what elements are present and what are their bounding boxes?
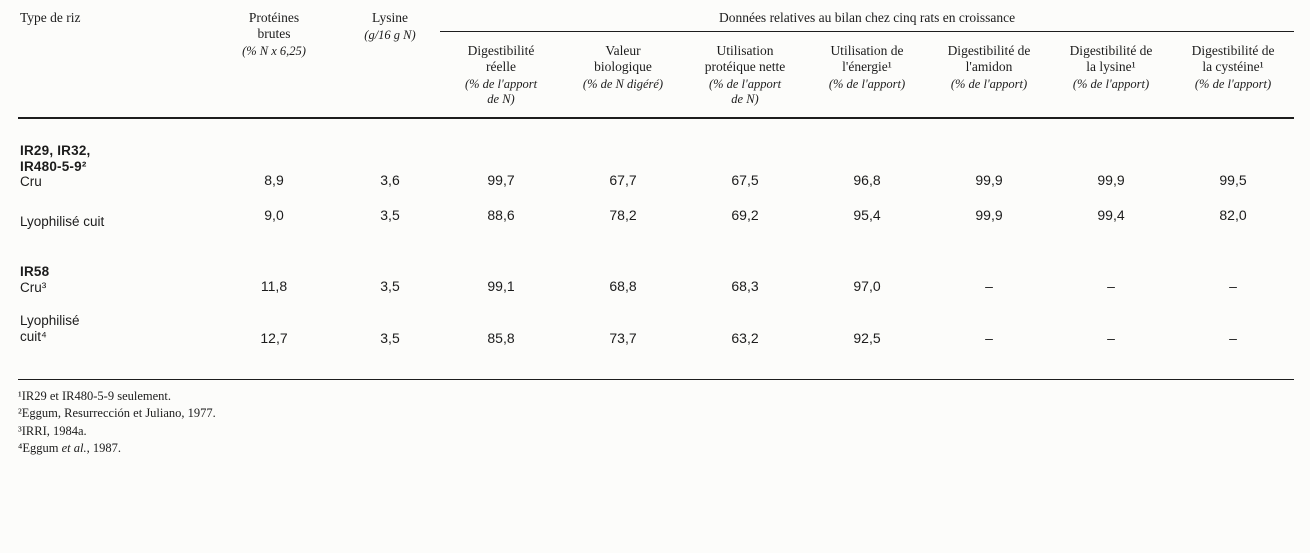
row-header-cell: IR29, IR32, IR480-5-9² Cru bbox=[18, 118, 208, 190]
header-row-top: Type de riz Protéines brutes (% N x 6,25… bbox=[18, 8, 1295, 58]
table-row-ir58-cru: IR58 Cru³ 11,8 3,5 99,1 68,8 68,3 97,0 –… bbox=[18, 230, 1294, 296]
value-cell: 99,4 bbox=[1097, 207, 1125, 223]
table-row-ir58-lyophilise-cuit: Lyophilisé cuit⁴ 12,7 3,5 85,8 73,7 63,2… bbox=[18, 296, 1294, 353]
value-cell: 3,6 bbox=[380, 172, 400, 188]
value-cell: 82,0 bbox=[1219, 207, 1247, 223]
col-header-digestibilite-amidon: Digestibilité de l'amidon (% de l'apport… bbox=[928, 32, 1050, 119]
group-name-ir58: IR58 bbox=[20, 264, 50, 279]
value-cell: 99,1 bbox=[487, 277, 515, 294]
footnote-1: ¹IR29 et IR480-5-9 seulement. bbox=[18, 388, 172, 403]
col-header-label: Utilisation protéique nette bbox=[704, 43, 786, 74]
value-cell: – bbox=[985, 329, 993, 346]
col-header-unit-note: (% de l'apport) bbox=[950, 77, 1028, 91]
footnote-4-prefix: ⁴Eggum bbox=[18, 441, 62, 455]
col-header-unit-note: (% de l'apport de N) bbox=[464, 77, 538, 106]
col-header-unit-note: (% de l'apport) bbox=[828, 77, 906, 91]
col-header-unit-note: (% N x 6,25) bbox=[242, 44, 306, 58]
footnote-4-et-al: et al. bbox=[61, 441, 87, 455]
row-header-cell: Lyophilisé cuit bbox=[18, 190, 208, 230]
col-header-proteines-brutes: Protéines brutes (% N x 6,25) bbox=[208, 8, 340, 118]
value-cell: 99,7 bbox=[487, 172, 515, 188]
col-header-label: Lysine bbox=[372, 10, 408, 25]
value-cell: 3,5 bbox=[380, 277, 400, 294]
col-header-utilisation-energie: Utilisation de l'énergie¹ (% de l'apport… bbox=[806, 32, 928, 119]
value-cell: 69,2 bbox=[731, 207, 759, 223]
footnotes-section: ¹IR29 et IR480-5-9 seulement. ²Eggum, Re… bbox=[18, 378, 1294, 458]
value-cell: 67,7 bbox=[609, 172, 637, 188]
value-cell: 8,9 bbox=[264, 172, 284, 188]
value-cell: – bbox=[1107, 277, 1115, 294]
col-header-digestibilite-cysteine: Digestibilité de la cystéine¹ (% de l'ap… bbox=[1172, 32, 1294, 119]
col-header-label: Valeur biologique bbox=[594, 43, 652, 74]
value-cell: 11,8 bbox=[260, 277, 288, 294]
value-cell: 9,0 bbox=[264, 207, 284, 223]
value-cell: 63,2 bbox=[731, 329, 759, 346]
col-header-label: Digestibilité de la lysine¹ bbox=[1069, 43, 1153, 74]
col-header-unit-note: (% de l'apport) bbox=[1072, 77, 1150, 91]
value-cell: 99,5 bbox=[1219, 172, 1247, 188]
value-cell: – bbox=[1107, 329, 1115, 346]
col-header-digestibilite-reelle: Digestibilité réelle (% de l'apport de N… bbox=[440, 32, 562, 119]
value-cell: 3,5 bbox=[380, 329, 400, 346]
value-cell: – bbox=[1229, 329, 1237, 346]
value-cell: 3,5 bbox=[380, 207, 400, 223]
col-header-valeur-biologique: Valeur biologique (% de N digéré) bbox=[562, 32, 684, 119]
col-header-unit-note: (g/16 g N) bbox=[364, 28, 416, 42]
footnote-4: ⁴Eggum et al., 1987. bbox=[18, 440, 1294, 458]
span-header-bilan-rats: Données relatives au bilan chez cinq rat… bbox=[440, 8, 1295, 32]
row-label: Cru bbox=[20, 174, 42, 189]
col-header-digestibilite-lysine: Digestibilité de la lysine¹ (% de l'appo… bbox=[1050, 32, 1172, 119]
col-header-label: Utilisation de l'énergie¹ bbox=[830, 43, 904, 74]
value-cell: 95,4 bbox=[853, 207, 881, 223]
col-header-type-de-riz: Type de riz bbox=[20, 10, 81, 25]
col-header-label: Digestibilité réelle bbox=[467, 43, 535, 74]
row-label: Lyophilisé cuit bbox=[20, 214, 105, 229]
table-row-ir29-cru: IR29, IR32, IR480-5-9² Cru 8,9 3,6 99,7 … bbox=[18, 118, 1294, 190]
table-row-ir29-lyophilise-cuit: Lyophilisé cuit 9,0 3,5 88,6 78,2 69,2 9… bbox=[18, 190, 1294, 230]
table-header: Type de riz Protéines brutes (% N x 6,25… bbox=[18, 8, 1295, 119]
value-cell: 68,3 bbox=[731, 277, 759, 294]
value-cell: 73,7 bbox=[609, 329, 637, 346]
value-cell: – bbox=[985, 277, 993, 294]
document-page: Type de riz Protéines brutes (% N x 6,25… bbox=[18, 8, 1295, 458]
col-header-unit-note: (% de l'apport de N) bbox=[708, 77, 782, 106]
footnote-4-suffix: , 1987. bbox=[86, 441, 121, 455]
row-header-cell: IR58 Cru³ bbox=[18, 230, 208, 296]
col-header-label: Digestibilité de l'amidon bbox=[947, 43, 1031, 74]
footnote-2: ²Eggum, Resurrección et Juliano, 1977. bbox=[18, 406, 216, 420]
col-header-label: Digestibilité de la cystéine¹ bbox=[1191, 43, 1275, 74]
row-header-cell: Lyophilisé cuit⁴ bbox=[18, 296, 208, 353]
col-header-unit-note: (% de l'apport) bbox=[1194, 77, 1272, 91]
header-row-sub: Digestibilité réelle (% de l'apport de N… bbox=[18, 32, 1294, 119]
row-label: Cru³ bbox=[20, 279, 47, 295]
value-cell: 68,8 bbox=[609, 277, 637, 294]
col-header-lysine: Lysine (g/16 g N) bbox=[340, 8, 440, 118]
value-cell: 67,5 bbox=[731, 172, 759, 188]
col-header-utilisation-proteique-nette: Utilisation protéique nette (% de l'appo… bbox=[684, 32, 806, 119]
value-cell: 96,8 bbox=[853, 172, 881, 188]
rice-nutrition-table: Type de riz Protéines brutes (% N x 6,25… bbox=[18, 8, 1295, 353]
value-cell: – bbox=[1229, 277, 1237, 294]
value-cell: 99,9 bbox=[975, 172, 1003, 188]
value-cell: 12,7 bbox=[260, 329, 288, 346]
footnote-3: ³IRRI, 1984a. bbox=[18, 423, 87, 438]
value-cell: 97,0 bbox=[853, 277, 881, 294]
group-name-ir29-ir32-ir480: IR29, IR32, IR480-5-9² bbox=[20, 143, 91, 174]
value-cell: 88,6 bbox=[487, 207, 515, 223]
value-cell: 92,5 bbox=[853, 329, 881, 346]
table-body: IR29, IR32, IR480-5-9² Cru 8,9 3,6 99,7 … bbox=[18, 118, 1294, 353]
row-label: Lyophilisé cuit⁴ bbox=[20, 312, 80, 344]
col-header-label: Protéines brutes bbox=[248, 10, 300, 41]
value-cell: 78,2 bbox=[609, 207, 637, 223]
value-cell: 99,9 bbox=[975, 207, 1003, 223]
col-header-unit-note: (% de N digéré) bbox=[582, 77, 664, 91]
value-cell: 99,9 bbox=[1097, 172, 1125, 188]
value-cell: 85,8 bbox=[487, 329, 515, 346]
